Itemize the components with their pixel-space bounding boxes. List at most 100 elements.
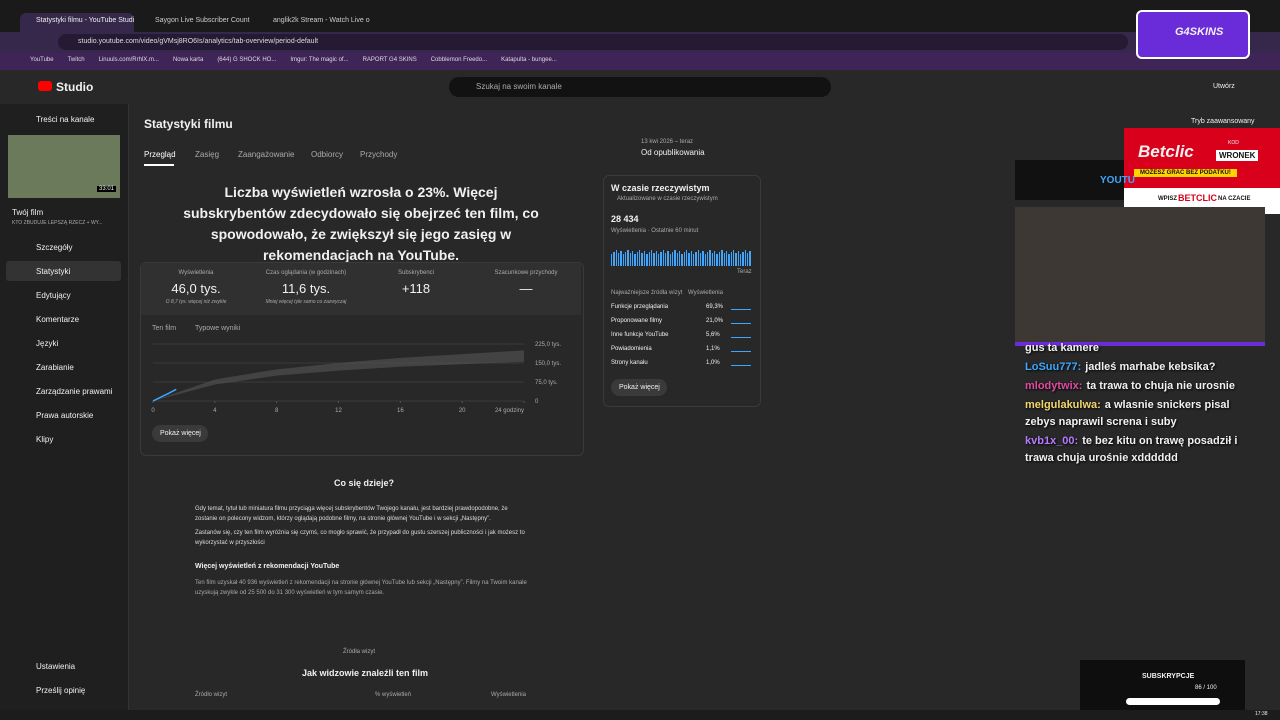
minute-bar: [702, 251, 704, 266]
realtime-subtitle: Aktualizowane w czasie rzeczywistym: [617, 196, 718, 202]
bookmark[interactable]: Nowa karta: [172, 57, 204, 63]
metrics-row: [141, 263, 581, 315]
table-header: Najważniejsze źródła wizyt: [611, 290, 683, 296]
bookmark[interactable]: Linuuls.com/RrhlX.m...: [98, 57, 159, 63]
nav-item[interactable]: Zarządzanie prawami: [36, 387, 113, 396]
x-tick-label: 24 godziny: [495, 408, 524, 414]
minute-bar: [611, 254, 613, 266]
clock: 17:38: [1255, 711, 1268, 717]
logo-box: [1136, 10, 1250, 59]
minute-bar: [739, 254, 742, 266]
ad-text: BETCLIC: [1178, 193, 1217, 203]
x-tick-label: 8: [275, 408, 279, 414]
tab[interactable]: Saygon Live Subscriber Count: [155, 17, 250, 24]
source-value: 1,1%: [706, 346, 720, 352]
bookmark[interactable]: RAPORT G4 SKINS: [362, 57, 417, 63]
tab[interactable]: Zasięg: [195, 150, 220, 159]
create[interactable]: Utwórz: [1213, 83, 1235, 90]
line: [152, 388, 177, 402]
x-tick-label: 16: [397, 408, 404, 414]
minute-bar: [728, 254, 730, 266]
nav-item[interactable]: Edytujący: [36, 291, 71, 300]
bookmark[interactable]: Katapulta - bungee...: [501, 57, 557, 63]
active-tab[interactable]: [20, 13, 134, 32]
bookmark[interactable]: Cobblemon Freedo...: [430, 57, 488, 63]
date-label[interactable]: Od opublikowania: [641, 148, 705, 157]
sub-progress: [1126, 698, 1220, 705]
minute-bar: [676, 253, 678, 266]
bookmark[interactable]: Twitch: [67, 57, 85, 63]
chat-text: ta trawa to chuja nie urosnie: [1086, 380, 1235, 392]
subheading: Więcej wyświetleń z rekomendacji YouTube: [195, 563, 340, 570]
minute-bar: [662, 250, 664, 266]
minute-bar: [660, 252, 662, 266]
duration: 33:01: [97, 186, 117, 192]
sparkline: [731, 365, 751, 366]
studio: [0, 70, 1015, 720]
minute-bar: [746, 253, 749, 266]
button[interactable]: [611, 379, 667, 396]
search-box[interactable]: [449, 77, 831, 97]
x-tick-label: 20: [459, 408, 466, 414]
tab[interactable]: Odbiorcy: [311, 150, 344, 159]
x-tick-label: 0: [151, 408, 155, 414]
legend-entry: Ten film: [152, 325, 177, 332]
bookmark[interactable]: (644) G SHOCK HO...: [217, 57, 277, 63]
metrics-card: [140, 262, 584, 456]
metric-label: Wyświetlenia: [178, 270, 214, 276]
minute-bar: [716, 254, 718, 266]
label: Źródła wizyt: [343, 649, 376, 655]
bookmark[interactable]: YouTube: [30, 57, 54, 63]
button[interactable]: [152, 425, 208, 442]
minute-bar: [643, 251, 646, 266]
nav-item[interactable]: Ustawienia: [36, 662, 76, 671]
minute-bar: [650, 250, 653, 266]
tab[interactable]: Przychody: [360, 150, 398, 159]
tab[interactable]: Statystyki filmu - YouTube Studi: [36, 17, 135, 24]
minute-bar: [721, 250, 723, 266]
advanced[interactable]: Tryb zaawansowany: [1191, 118, 1255, 125]
nav-item[interactable]: Klipy: [36, 435, 54, 444]
minute-bars: [611, 250, 751, 266]
minute-bar: [744, 250, 746, 266]
webcam: [1015, 207, 1265, 344]
minute-bar: [714, 251, 716, 266]
nav-item[interactable]: Zarabianie: [36, 363, 74, 372]
nav-item[interactable]: Szczegóły: [36, 243, 73, 252]
tab[interactable]: Zaangażowanie: [238, 150, 295, 159]
y-tick-label: 0: [535, 399, 539, 405]
metric-label: Szacunkowe przychody: [494, 270, 558, 276]
chat-text: gus ta kamere: [1025, 342, 1099, 354]
realtime-button[interactable]: Pokaż więcej: [619, 384, 660, 391]
chat-user: melgulakulwa:: [1025, 399, 1101, 411]
tab[interactable]: Przegląd: [144, 150, 176, 159]
source-value: 1,0%: [706, 360, 720, 366]
source-name: Funkcje przeglądania: [611, 304, 669, 310]
minute-bar: [653, 253, 655, 266]
realtime-title: W czasie rzeczywistym: [611, 183, 710, 193]
webcam-border: [1015, 342, 1265, 346]
metric-value: —: [519, 281, 533, 296]
address-bar[interactable]: [58, 34, 1128, 50]
nav-item[interactable]: Prześlij opinię: [36, 686, 86, 695]
nav-item[interactable]: Języki: [36, 339, 59, 348]
minute-bar: [681, 254, 683, 266]
show-more[interactable]: Pokaż więcej: [160, 430, 201, 437]
back[interactable]: Treści na kanale: [36, 115, 95, 124]
paragraph: Zastanów się, czy ten film wyróżnia się …: [195, 530, 525, 546]
minute-bar: [639, 250, 641, 266]
bookmark[interactable]: Imgur: The magic of...: [290, 57, 349, 63]
video-title: KTO ZBUDUJE LEPSZĄ RZECZ + WY...: [12, 220, 103, 226]
chat-user: kvb1x_00:: [1025, 435, 1079, 447]
nav-item[interactable]: Prawa autorskie: [36, 411, 94, 420]
nav-item[interactable]: Komentarze: [36, 315, 80, 324]
source-name: Strony kanału: [611, 360, 648, 366]
minute-bar: [707, 252, 709, 266]
nav-item[interactable]: Statystyki: [36, 267, 71, 276]
tab[interactable]: anglik2k Stream - Watch Live o: [273, 17, 370, 24]
minute-bar: [641, 253, 643, 266]
minute-bar: [627, 250, 629, 266]
ad-text: WRONEK: [1216, 150, 1259, 161]
minute-bar: [671, 252, 674, 266]
